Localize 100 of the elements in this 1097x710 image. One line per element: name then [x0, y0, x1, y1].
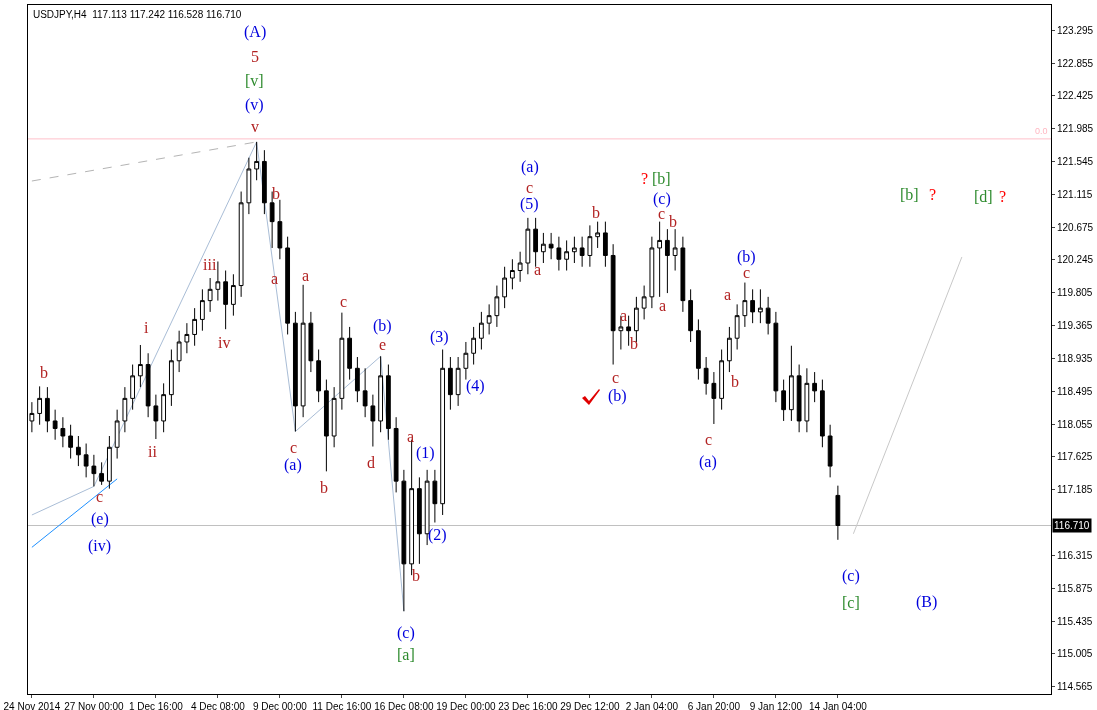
x-tick-label: 16 Dec 08:00	[374, 701, 435, 710]
candlestick	[354, 356, 360, 403]
y-tick-label: 118.495	[1057, 385, 1093, 397]
candlestick	[207, 277, 213, 313]
candlestick	[773, 311, 779, 403]
candlestick	[385, 364, 391, 441]
candlestick	[664, 228, 670, 294]
candlestick	[378, 355, 384, 433]
x-tick-label: 24 Nov 2014	[3, 701, 61, 710]
candlestick	[641, 285, 647, 320]
candlestick	[184, 322, 190, 354]
candlestick	[719, 349, 725, 411]
y-tick-label: 118.055	[1057, 418, 1093, 430]
annotation: b	[669, 213, 677, 230]
annotation: (c)	[653, 190, 671, 208]
annotation: (b)	[373, 317, 392, 335]
candlestick	[610, 243, 616, 366]
y-tick-label: 122.425	[1057, 90, 1094, 102]
y-tick-label: 117.625	[1057, 451, 1093, 463]
annotation: ?	[929, 186, 937, 203]
candlestick	[130, 364, 136, 411]
annotation: (c)	[842, 567, 860, 585]
annotation: (a)	[284, 456, 302, 474]
candlestick	[579, 236, 585, 268]
annotation: (e)	[91, 510, 109, 528]
candlestick	[726, 326, 732, 373]
candlestick	[401, 469, 407, 612]
candlestick	[703, 356, 709, 396]
x-tick-label: 11 Dec 16:00	[312, 701, 372, 710]
candlestick	[440, 349, 446, 516]
candlestick	[339, 312, 345, 411]
annotation: b	[40, 364, 48, 381]
annotation: c	[658, 205, 666, 222]
annotation: c	[526, 179, 534, 196]
annotation: (b)	[737, 248, 756, 266]
annotation: (A)	[244, 23, 267, 41]
annotation: (1)	[416, 444, 435, 462]
y-tick-label: 118.935	[1057, 352, 1093, 364]
annotation: b	[320, 479, 328, 496]
candlestick	[657, 221, 663, 298]
annotation: ii	[148, 443, 158, 460]
candlestick	[292, 311, 298, 432]
x-tick-label: 14 Jan 04:00	[808, 701, 868, 710]
x-tick-label: 4 Dec 08:00	[190, 701, 246, 710]
annotation: iii	[203, 256, 217, 273]
annotation: a	[302, 267, 310, 284]
candlestick	[137, 344, 143, 388]
y-tick-label: 121.545	[1057, 156, 1094, 168]
candlestick	[819, 379, 825, 448]
candlestick	[533, 217, 539, 268]
annotation: (b)	[608, 387, 627, 405]
annotation: b	[731, 373, 739, 390]
candlestick	[75, 435, 81, 467]
candlestick	[230, 273, 236, 317]
candlestick	[463, 341, 469, 381]
candlestick	[52, 409, 58, 441]
candlestick	[145, 352, 151, 418]
candlestick	[44, 386, 50, 433]
candlestick	[502, 266, 508, 309]
candlestick	[564, 239, 570, 272]
candlestick	[455, 356, 461, 407]
y-tick-label: 121.985	[1057, 123, 1094, 135]
candlestick	[734, 303, 740, 350]
candlestick	[525, 217, 531, 275]
candlestick	[602, 221, 608, 268]
candlestick	[122, 386, 128, 433]
candlestick	[362, 367, 368, 418]
annotation: (2)	[428, 526, 447, 544]
annotation: a	[271, 270, 279, 287]
annotation: b	[630, 335, 638, 352]
x-tick-label: 23 Dec 16:00	[498, 701, 559, 710]
candlestick	[277, 199, 283, 260]
annotation: (B)	[916, 593, 938, 611]
annotation: b	[592, 204, 600, 221]
candlestick	[261, 149, 267, 215]
candlestick	[757, 288, 763, 324]
annotation: b	[412, 567, 420, 584]
candlestick	[750, 288, 756, 324]
candlestick	[168, 349, 174, 407]
candlestick	[781, 379, 787, 422]
annotation: [c]	[842, 594, 860, 611]
y-tick-label: 123.295	[1057, 24, 1094, 36]
candlestick	[60, 416, 66, 448]
x-tick-label: 9 Jan 12:00	[749, 701, 803, 710]
candlestick	[804, 367, 810, 433]
annotation: e	[379, 336, 387, 353]
candlestick	[99, 461, 105, 486]
annotation: [v]	[245, 72, 264, 89]
candlestick	[199, 288, 205, 332]
annotation: c	[96, 488, 104, 505]
candlestick	[742, 282, 748, 328]
candlestick	[323, 379, 329, 472]
candlestick	[517, 251, 523, 283]
annotation: ?	[999, 188, 1007, 205]
candlestick	[223, 270, 229, 330]
x-tick-label: 1 Dec 16:00	[128, 701, 184, 710]
candlestick	[331, 386, 337, 448]
chart-title: USDJPY,H4 117.113 117.242 116.528 116.710	[32, 8, 242, 20]
annotation: [b]	[652, 170, 671, 187]
candlestick	[548, 232, 554, 260]
